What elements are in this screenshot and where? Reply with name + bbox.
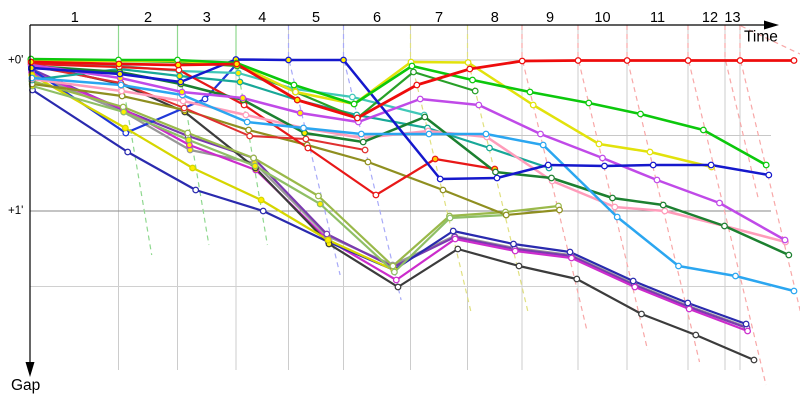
svg-text:4: 4 bbox=[258, 10, 266, 26]
svg-text:6: 6 bbox=[373, 10, 381, 26]
svg-text:7: 7 bbox=[435, 10, 443, 26]
svg-text:3: 3 bbox=[203, 10, 211, 26]
svg-text:11: 11 bbox=[650, 10, 665, 26]
svg-text:Gap: Gap bbox=[11, 377, 40, 394]
svg-text:9: 9 bbox=[546, 10, 554, 26]
svg-text:10: 10 bbox=[594, 10, 610, 26]
svg-text:+0': +0' bbox=[8, 55, 23, 67]
svg-text:13: 13 bbox=[724, 10, 740, 26]
svg-text:Time: Time bbox=[744, 29, 778, 46]
svg-text:5: 5 bbox=[312, 10, 320, 26]
svg-text:12: 12 bbox=[702, 10, 718, 26]
svg-text:1: 1 bbox=[71, 10, 79, 26]
svg-text:+1': +1' bbox=[8, 205, 23, 217]
svg-text:8: 8 bbox=[491, 10, 499, 26]
svg-text:2: 2 bbox=[144, 10, 152, 26]
